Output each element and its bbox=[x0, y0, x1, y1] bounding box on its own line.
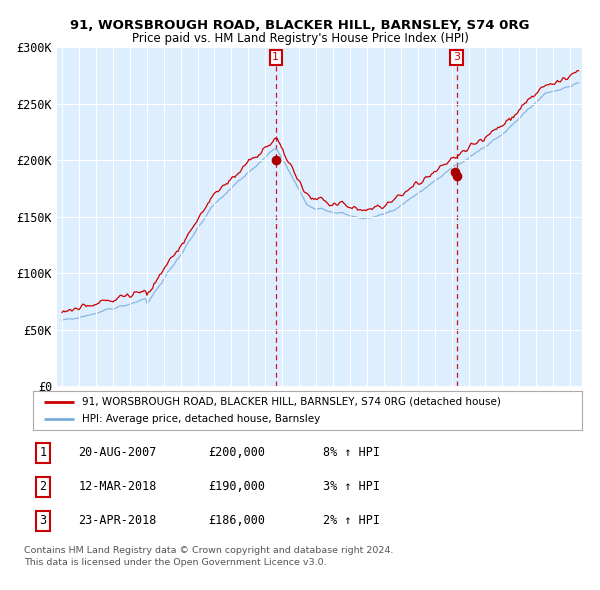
Text: £190,000: £190,000 bbox=[208, 480, 265, 493]
Text: This data is licensed under the Open Government Licence v3.0.: This data is licensed under the Open Gov… bbox=[24, 558, 326, 566]
Text: £186,000: £186,000 bbox=[208, 514, 265, 527]
Text: 3: 3 bbox=[453, 53, 460, 63]
Text: Price paid vs. HM Land Registry's House Price Index (HPI): Price paid vs. HM Land Registry's House … bbox=[131, 32, 469, 45]
Text: 3% ↑ HPI: 3% ↑ HPI bbox=[323, 480, 380, 493]
Text: 12-MAR-2018: 12-MAR-2018 bbox=[79, 480, 157, 493]
Text: 91, WORSBROUGH ROAD, BLACKER HILL, BARNSLEY, S74 0RG: 91, WORSBROUGH ROAD, BLACKER HILL, BARNS… bbox=[70, 19, 530, 32]
Text: 8% ↑ HPI: 8% ↑ HPI bbox=[323, 446, 380, 459]
Text: 23-APR-2018: 23-APR-2018 bbox=[79, 514, 157, 527]
Text: Contains HM Land Registry data © Crown copyright and database right 2024.: Contains HM Land Registry data © Crown c… bbox=[24, 546, 394, 555]
Text: HPI: Average price, detached house, Barnsley: HPI: Average price, detached house, Barn… bbox=[82, 414, 320, 424]
Text: £200,000: £200,000 bbox=[208, 446, 265, 459]
Text: 20-AUG-2007: 20-AUG-2007 bbox=[79, 446, 157, 459]
Text: 1: 1 bbox=[272, 53, 280, 63]
Text: 91, WORSBROUGH ROAD, BLACKER HILL, BARNSLEY, S74 0RG (detached house): 91, WORSBROUGH ROAD, BLACKER HILL, BARNS… bbox=[82, 396, 501, 407]
Text: 2: 2 bbox=[39, 480, 46, 493]
Text: 1: 1 bbox=[39, 446, 46, 459]
Text: 3: 3 bbox=[39, 514, 46, 527]
Text: 2% ↑ HPI: 2% ↑ HPI bbox=[323, 514, 380, 527]
